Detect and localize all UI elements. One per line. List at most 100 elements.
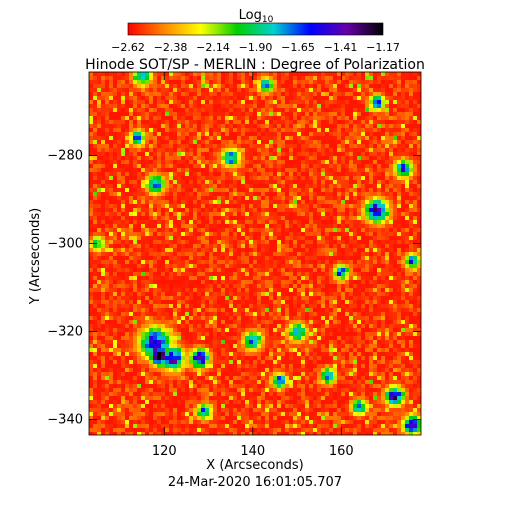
heatmap-cell [145,304,149,308]
heatmap-cell [381,112,385,116]
heatmap-cell [109,120,113,124]
heatmap-cell [181,188,185,192]
heatmap-cell [301,232,305,236]
heatmap-cell [413,272,417,276]
heatmap-cell [189,120,193,124]
heatmap-cell [357,128,361,132]
heatmap-cell [217,144,221,148]
heatmap-cell [397,208,401,212]
heatmap-cell [141,168,145,172]
heatmap-cell [153,252,157,256]
heatmap-cell [153,192,157,196]
heatmap-cell [221,280,225,284]
heatmap-cell [389,248,393,252]
heatmap-cell [241,200,245,204]
heatmap-cell [293,252,297,256]
heatmap-cell [201,88,205,92]
heatmap-cell [177,224,181,228]
heatmap-cell [153,172,157,176]
heatmap-cell [221,288,225,292]
heatmap-cell [417,224,421,228]
heatmap-cell [109,252,113,256]
heatmap-cell [253,196,257,200]
heatmap-cell [221,264,225,268]
heatmap-cell [137,160,141,164]
heatmap-cell [337,272,341,276]
heatmap-cell [173,208,177,212]
heatmap-cell [141,264,145,268]
heatmap-cell [241,236,245,240]
heatmap-cell [237,84,241,88]
heatmap-cell [269,140,273,144]
heatmap-cell [209,220,213,224]
heatmap-cell [121,76,125,80]
heatmap-cell [201,100,205,104]
heatmap-cell [93,240,97,244]
heatmap-cell [213,164,217,168]
heatmap-cell [373,216,377,220]
heatmap-cell [125,296,129,300]
heatmap-cell [137,224,141,228]
heatmap-cell [353,268,357,272]
heatmap-cell [145,112,149,116]
heatmap-cell [137,132,141,136]
heatmap-cell [105,228,109,232]
heatmap-cell [173,80,177,84]
heatmap-cell [189,284,193,288]
heatmap-cell [261,296,265,300]
heatmap-cell [273,160,277,164]
heatmap-cell [161,292,165,296]
heatmap-cell [133,260,137,264]
heatmap-cell [345,136,349,140]
heatmap-cell [249,156,253,160]
heatmap-cell [225,228,229,232]
heatmap-cell [265,160,269,164]
heatmap-cell [349,156,353,160]
heatmap-cell [273,208,277,212]
heatmap-cell [261,304,265,308]
heatmap-cell [89,140,93,144]
heatmap-cell [409,124,413,128]
heatmap-cell [257,264,261,268]
heatmap-cell [97,152,101,156]
heatmap-cell [281,88,285,92]
heatmap-cell [281,292,285,296]
heatmap-cell [405,260,409,264]
heatmap-cell [109,140,113,144]
heatmap-cell [93,196,97,200]
heatmap-cell [149,108,153,112]
heatmap-cell [281,152,285,156]
heatmap-cell [97,124,101,128]
heatmap-cell [289,104,293,108]
heatmap-cell [353,300,357,304]
heatmap-cell [177,100,181,104]
heatmap-cell [173,260,177,264]
heatmap-cell [165,124,169,128]
heatmap-cell [297,80,301,84]
heatmap-cell [389,272,393,276]
heatmap-cell [337,204,341,208]
heatmap-cell [173,176,177,180]
heatmap-cell [389,128,393,132]
heatmap-cell [353,88,357,92]
heatmap-cell [153,184,157,188]
heatmap-cell [153,288,157,292]
heatmap-cell [293,76,297,80]
heatmap-cell [161,272,165,276]
heatmap-cell [181,244,185,248]
heatmap-cell [417,132,421,136]
heatmap-cell [373,192,377,196]
heatmap-cell [213,160,217,164]
heatmap-cell [137,252,141,256]
heatmap-cell [317,220,321,224]
heatmap-cell [173,152,177,156]
heatmap-cell [317,116,321,120]
heatmap-cell [329,88,333,92]
heatmap-cell [413,136,417,140]
heatmap-cell [245,188,249,192]
heatmap-cell [389,264,393,268]
heatmap-cell [245,156,249,160]
heatmap-cell [177,228,181,232]
heatmap-cell [405,92,409,96]
heatmap-cell [205,212,209,216]
